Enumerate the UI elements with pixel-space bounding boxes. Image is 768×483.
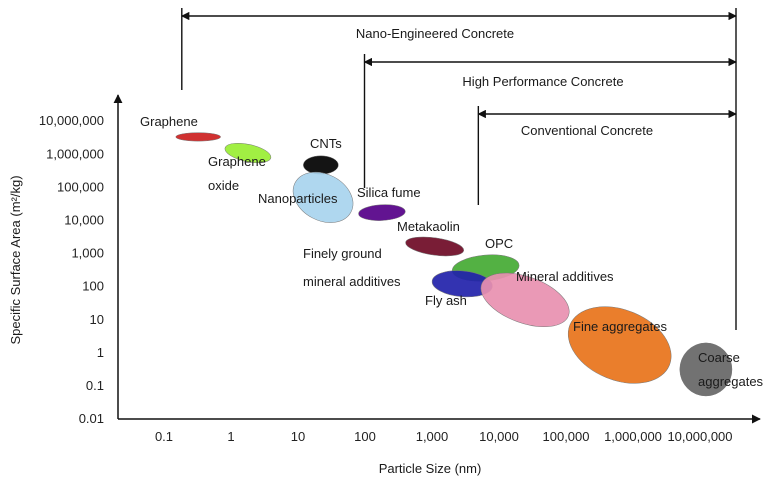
y-tick-label: 1,000 bbox=[71, 246, 104, 261]
material-ellipse bbox=[567, 306, 672, 384]
x-tick-label: 1,000 bbox=[416, 429, 449, 444]
material-label: aggregates bbox=[698, 374, 764, 389]
material-ellipse bbox=[358, 204, 406, 221]
material-ellipses bbox=[175, 132, 733, 397]
material-label: Coarse bbox=[698, 350, 740, 365]
x-tick-label: 1,000,000 bbox=[604, 429, 662, 444]
material-label: Fine aggregates bbox=[573, 319, 667, 334]
y-tick-label: 10,000 bbox=[64, 213, 104, 228]
y-tick-label: 100,000 bbox=[57, 179, 104, 194]
material-ellipse bbox=[303, 155, 339, 175]
y-tick-label: 0.1 bbox=[86, 378, 104, 393]
x-tick-label: 100,000 bbox=[543, 429, 590, 444]
material-label: Metakaolin bbox=[397, 219, 460, 234]
material-ellipse bbox=[292, 171, 354, 223]
material-label: Silica fume bbox=[357, 185, 421, 200]
material-ellipse bbox=[405, 236, 464, 257]
y-tick-label: 1 bbox=[97, 345, 104, 360]
x-axis-label: Particle Size (nm) bbox=[379, 461, 482, 476]
range-label: Conventional Concrete bbox=[521, 123, 653, 138]
material-ellipse bbox=[480, 272, 570, 328]
material-label: mineral additives bbox=[303, 274, 401, 289]
material-ellipse bbox=[224, 142, 272, 164]
y-tick-label: 100 bbox=[82, 279, 104, 294]
material-labels: Graphene Graphene oxide CNTs Nanoparticles Si… bbox=[140, 114, 764, 389]
material-label: Fly ash bbox=[425, 293, 467, 308]
y-tick-label: 0.01 bbox=[79, 411, 104, 426]
material-label: Graphene bbox=[140, 114, 198, 129]
material-ellipse bbox=[175, 132, 221, 142]
x-tick-label: 10,000 bbox=[479, 429, 519, 444]
y-tick-label: 1,000,000 bbox=[46, 146, 104, 161]
material-label: Finely ground bbox=[303, 246, 382, 261]
x-tick-label: 10 bbox=[291, 429, 305, 444]
material-label: Mineral additives bbox=[516, 269, 614, 284]
x-tick-label: 1 bbox=[227, 429, 234, 444]
x-tick-label: 100 bbox=[354, 429, 376, 444]
concrete-ranges: Nano-Engineered Concrete High Performance… bbox=[180, 8, 737, 330]
y-tick-label: 10,000,000 bbox=[39, 113, 104, 128]
material-label: OPC bbox=[485, 236, 513, 251]
range-label: High Performance Concrete bbox=[462, 74, 623, 89]
material-label: Nanoparticles bbox=[258, 191, 338, 206]
material-label: oxide bbox=[208, 178, 239, 193]
y-ticks: 0.01 0.1 1 10 100 1,000 10,000 100,000 1,000,000… bbox=[39, 113, 104, 426]
range-label: Nano-Engineered Concrete bbox=[356, 26, 514, 41]
material-label: Graphene bbox=[208, 154, 266, 169]
y-tick-label: 10 bbox=[90, 312, 104, 327]
x-ticks: 0.1 1 10 100 1,000 10,000 100,000 1,000,000 10,0… bbox=[155, 429, 733, 444]
material-ellipse bbox=[679, 342, 733, 397]
x-tick-label: 10,000,000 bbox=[667, 429, 732, 444]
y-axis-label: Specific Surface Area (m²/kg) bbox=[8, 175, 23, 344]
material-label: CNTs bbox=[310, 136, 342, 151]
x-tick-label: 0.1 bbox=[155, 429, 173, 444]
